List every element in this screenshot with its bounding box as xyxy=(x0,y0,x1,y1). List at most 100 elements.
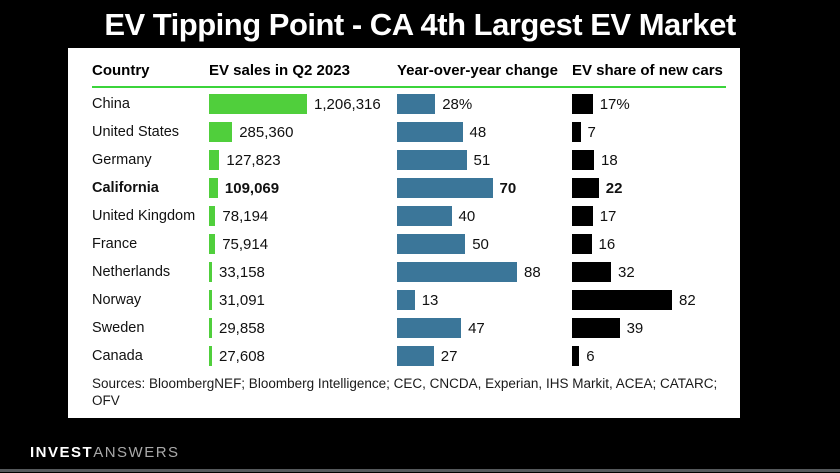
table-row: Netherlands 33,158 88 32 xyxy=(92,258,726,286)
sales-bar xyxy=(209,206,216,226)
sales-cell: 285,360 xyxy=(209,118,397,146)
share-cell: 17 xyxy=(572,202,726,230)
yoy-cell: 47 xyxy=(397,314,572,342)
share-value: 16 xyxy=(598,235,616,253)
country-label: Canada xyxy=(92,348,143,364)
sales-cell: 33,158 xyxy=(209,258,397,286)
sales-value: 75,914 xyxy=(222,235,269,253)
share-cell: 18 xyxy=(572,146,726,174)
sales-bar xyxy=(209,150,220,170)
sales-cell: 29,858 xyxy=(209,314,397,342)
column-header-share: EV share of new cars xyxy=(572,62,723,79)
share-bar xyxy=(572,318,620,338)
country-label: France xyxy=(92,236,138,252)
column-header-country: Country xyxy=(92,62,150,79)
sales-bar xyxy=(209,346,212,366)
share-bar xyxy=(572,206,593,226)
yoy-value: 27 xyxy=(440,347,458,365)
yoy-bar xyxy=(397,178,493,198)
sales-value: 127,823 xyxy=(226,151,281,169)
share-value: 18 xyxy=(601,151,618,169)
brand-bold-text: INVEST xyxy=(30,444,94,461)
share-cell: 82 xyxy=(572,286,726,314)
share-cell: 22 xyxy=(572,174,726,202)
share-cell: 32 xyxy=(572,258,726,286)
share-value: 39 xyxy=(626,319,644,337)
share-bar xyxy=(572,346,580,366)
share-cell: 6 xyxy=(572,342,726,370)
yoy-cell: 48 xyxy=(397,118,572,146)
sales-value: 109,069 xyxy=(224,179,280,197)
brand-light-text: ANSWERS xyxy=(93,444,180,461)
share-bar xyxy=(572,290,672,310)
table-body: China 1,206,316 28% 17% United States 285,360… xyxy=(92,90,726,370)
table-row: California 109,069 70 22 xyxy=(92,174,726,202)
sales-value: 78,194 xyxy=(222,207,269,225)
table-row: China 1,206,316 28% 17% xyxy=(92,90,726,118)
sales-bar xyxy=(209,318,212,338)
yoy-cell: 50 xyxy=(397,230,572,258)
country-label: Sweden xyxy=(92,320,145,336)
yoy-value: 28% xyxy=(442,95,473,113)
yoy-value: 88 xyxy=(524,263,541,281)
share-value: 17% xyxy=(599,95,630,113)
country-label: Netherlands xyxy=(92,264,171,280)
country-label: United Kingdom xyxy=(92,208,196,224)
chart-panel: Country EV sales in Q2 2023 Year-over-ye… xyxy=(68,48,740,418)
sales-cell: 27,608 xyxy=(209,342,397,370)
yoy-cell: 40 xyxy=(397,202,572,230)
sales-bar xyxy=(209,94,307,114)
share-value: 7 xyxy=(587,123,596,141)
country-label: Germany xyxy=(92,152,152,168)
sales-value: 33,158 xyxy=(219,263,265,281)
sales-value: 1,206,316 xyxy=(314,95,381,113)
yoy-value: 70 xyxy=(499,179,517,197)
table-row: United States 285,360 48 7 xyxy=(92,118,726,146)
share-value: 22 xyxy=(605,179,623,197)
footer-divider xyxy=(0,469,840,472)
column-header-sales: EV sales in Q2 2023 xyxy=(209,62,350,79)
yoy-bar xyxy=(397,262,517,282)
share-cell: 7 xyxy=(572,118,726,146)
share-value: 6 xyxy=(586,347,595,365)
yoy-value: 13 xyxy=(421,291,439,309)
yoy-bar xyxy=(397,318,462,338)
sales-cell: 109,069 xyxy=(209,174,397,202)
share-cell: 17% xyxy=(572,90,726,118)
table-row: United Kingdom 78,194 40 17 xyxy=(92,202,726,230)
yoy-value: 51 xyxy=(473,151,491,169)
sales-bar xyxy=(209,178,218,198)
share-bar xyxy=(572,234,592,254)
country-label: China xyxy=(92,96,130,112)
table-row: Sweden 29,858 47 39 xyxy=(92,314,726,342)
yoy-value: 50 xyxy=(472,235,489,253)
yoy-bar xyxy=(397,346,434,366)
sales-value: 285,360 xyxy=(239,123,294,141)
yoy-value: 47 xyxy=(468,319,485,337)
share-bar xyxy=(572,94,593,114)
table-row: Canada 27,608 27 6 xyxy=(92,342,726,370)
yoy-cell: 51 xyxy=(397,146,572,174)
sales-value: 27,608 xyxy=(219,347,265,365)
sales-cell: 127,823 xyxy=(209,146,397,174)
yoy-bar xyxy=(397,150,467,170)
page-title: EV Tipping Point - CA 4th Largest EV Mar… xyxy=(104,7,736,42)
sales-value: 29,858 xyxy=(219,319,265,337)
share-bar xyxy=(572,122,581,142)
sales-cell: 1,206,316 xyxy=(209,90,397,118)
sales-cell: 78,194 xyxy=(209,202,397,230)
sales-bar xyxy=(209,262,212,282)
table-row: France 75,914 50 16 xyxy=(92,230,726,258)
yoy-value: 48 xyxy=(469,123,487,141)
source-note: Sources: BloombergNEF; Bloomberg Intelli… xyxy=(92,376,718,408)
sales-cell: 75,914 xyxy=(209,230,397,258)
yoy-bar xyxy=(397,94,436,114)
yoy-bar xyxy=(397,206,452,226)
sales-bar xyxy=(209,290,212,310)
share-bar xyxy=(572,262,611,282)
share-cell: 39 xyxy=(572,314,726,342)
share-value: 32 xyxy=(618,263,635,281)
table-row: Norway 31,091 13 82 xyxy=(92,286,726,314)
yoy-value: 40 xyxy=(458,207,476,225)
yoy-cell: 13 xyxy=(397,286,572,314)
